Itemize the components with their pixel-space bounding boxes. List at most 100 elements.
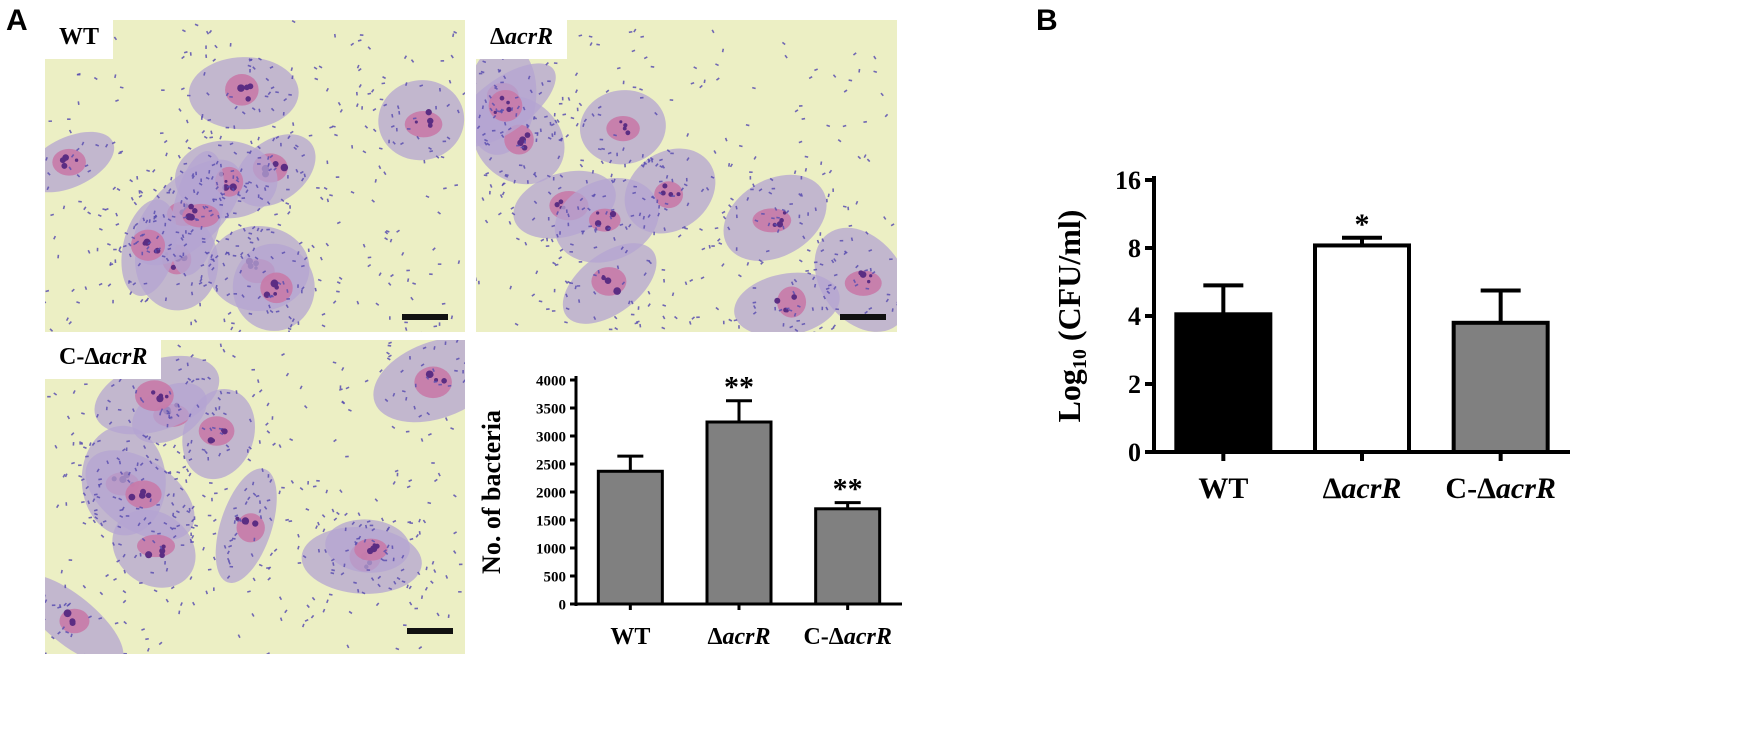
bacterium (556, 233, 559, 238)
bacterium (873, 70, 878, 74)
nucleolus (625, 130, 631, 136)
bacterium (195, 378, 200, 381)
bacterium (582, 123, 585, 127)
bacterium (187, 146, 192, 150)
bacterium (549, 121, 552, 126)
bacterium (78, 464, 82, 467)
bacterium (126, 440, 130, 443)
bacterium (133, 201, 138, 206)
micrograph-wt: WT (45, 20, 465, 332)
micrograph-image (476, 20, 897, 332)
bacterium (700, 276, 705, 280)
bacterium (622, 80, 625, 85)
bacterium (553, 62, 558, 65)
bacterium (139, 552, 142, 557)
bacterium (345, 549, 349, 552)
bacterium (154, 458, 159, 462)
bacterium (754, 219, 759, 223)
nucleolus (506, 100, 510, 105)
bacterium (670, 152, 674, 155)
bacterium (235, 245, 240, 247)
bacterium (414, 383, 417, 388)
bacterium (801, 322, 806, 326)
bacterium (690, 81, 695, 85)
bacterium (781, 208, 786, 212)
bacterium (800, 193, 803, 197)
nucleolus (660, 190, 666, 196)
bacterium (322, 608, 326, 613)
bacterium (298, 241, 303, 245)
bacterium (641, 197, 646, 201)
bacterium (123, 569, 127, 574)
bacterium (257, 194, 260, 198)
bacterium (224, 216, 229, 218)
bacterium (183, 203, 185, 207)
bacterium (177, 154, 181, 159)
nucleolus (427, 117, 434, 125)
bacterium (774, 306, 777, 311)
y-tick-label: 0 (1128, 438, 1141, 467)
bacterium (135, 507, 140, 510)
bacterium (256, 237, 260, 241)
bacterium (752, 86, 756, 90)
bacterium (70, 432, 75, 436)
bacterium (316, 479, 320, 482)
bacterium (209, 136, 214, 139)
bacterium (157, 532, 161, 535)
nucleolus (493, 110, 497, 115)
bacterium (98, 617, 103, 620)
bacterium (816, 239, 820, 244)
bacterium (624, 226, 628, 231)
bacterium (301, 289, 303, 294)
bacterium (396, 105, 400, 110)
bacterium (292, 122, 295, 126)
bacterium (255, 494, 260, 498)
nucleolus (159, 547, 166, 554)
bacterium (230, 326, 234, 331)
bacterium (873, 55, 877, 60)
bacterium (266, 402, 270, 407)
bacterium (200, 264, 205, 267)
bacterium (189, 576, 193, 580)
bacterium (228, 544, 233, 548)
bacterium (793, 312, 797, 317)
bacterium (282, 280, 285, 285)
bacterium (289, 205, 291, 209)
bacterium (233, 520, 236, 524)
bacterium (207, 514, 212, 517)
bacterium (318, 65, 323, 69)
bacterium (170, 586, 175, 590)
bacterium (597, 113, 602, 117)
bacterium (409, 537, 414, 541)
bacterium (186, 442, 190, 447)
bacterium (711, 245, 715, 247)
bacterium (254, 256, 259, 260)
bacterium (224, 277, 229, 281)
bacterium (409, 601, 413, 606)
bacterium (771, 217, 775, 220)
bacterium (633, 28, 637, 33)
nucleolus (74, 158, 79, 162)
nucleus (182, 203, 220, 228)
bacterium (343, 563, 346, 568)
bacterium (699, 84, 703, 89)
bacterium (437, 263, 442, 265)
bacterium (321, 514, 326, 518)
bacterium (417, 571, 421, 576)
bacterium (211, 497, 213, 502)
bacterium (353, 581, 357, 584)
bacterium (207, 118, 212, 122)
bacterium (533, 173, 538, 178)
bacterium (422, 346, 427, 350)
bacterium (438, 383, 442, 386)
bacterium (825, 306, 829, 311)
bacterium (277, 281, 282, 286)
bacterium (624, 163, 626, 168)
bacterium (291, 20, 296, 24)
bar (814, 507, 882, 606)
bacterium (378, 272, 382, 277)
bacterium (832, 74, 837, 78)
bacterium (419, 84, 424, 88)
bacterium (134, 222, 139, 227)
